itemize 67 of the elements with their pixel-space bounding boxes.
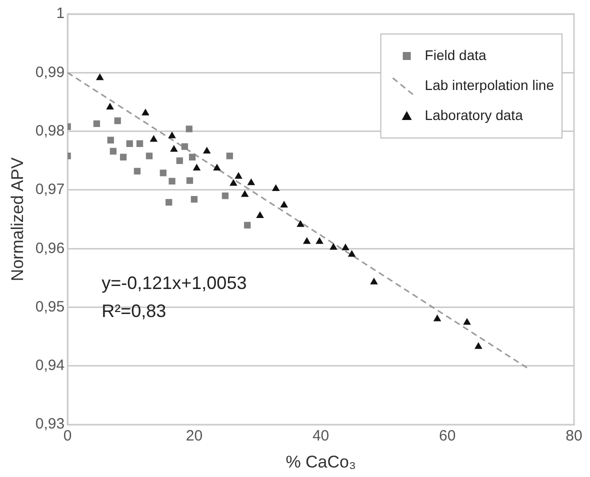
legend-label: Lab interpolation line bbox=[424, 76, 554, 93]
point bbox=[170, 146, 178, 152]
point bbox=[193, 164, 200, 171]
point bbox=[120, 154, 127, 160]
point bbox=[107, 136, 114, 144]
x-axis-title: % CaCo₃ bbox=[286, 452, 356, 472]
y-tick-label: 1 bbox=[56, 5, 65, 22]
point bbox=[150, 136, 158, 142]
x-tick-label: 0 bbox=[63, 428, 72, 445]
point bbox=[166, 198, 172, 206]
point bbox=[114, 117, 121, 124]
point bbox=[134, 168, 141, 175]
y-tick-label: 0,99 bbox=[35, 64, 65, 81]
x-tick-label: 60 bbox=[439, 428, 456, 445]
point bbox=[93, 120, 100, 128]
point bbox=[241, 190, 248, 197]
point bbox=[213, 164, 221, 171]
point bbox=[176, 157, 183, 164]
point bbox=[248, 178, 255, 186]
point bbox=[342, 244, 350, 250]
point bbox=[186, 126, 192, 132]
annotation: R²=0,83 bbox=[102, 301, 166, 322]
point bbox=[186, 177, 194, 184]
y-tick-label: 0,93 bbox=[35, 416, 65, 433]
point bbox=[230, 180, 237, 186]
y-tick-label: 0,97 bbox=[35, 181, 65, 198]
y-tick-label: 0,95 bbox=[35, 298, 65, 316]
point bbox=[106, 103, 114, 110]
point bbox=[370, 278, 378, 284]
legend-label: Field data bbox=[424, 46, 486, 63]
point bbox=[463, 318, 471, 325]
point bbox=[188, 154, 196, 160]
point bbox=[190, 196, 198, 203]
point bbox=[226, 152, 233, 160]
point bbox=[434, 315, 441, 322]
point bbox=[146, 152, 153, 160]
x-tick-label: 20 bbox=[186, 428, 203, 445]
point bbox=[316, 238, 324, 244]
annotation: y=-0,121x+1,0053 bbox=[102, 273, 247, 294]
y-axis-title: Normalized APV bbox=[8, 156, 27, 282]
point bbox=[222, 192, 229, 200]
point bbox=[244, 222, 251, 228]
point bbox=[168, 132, 176, 138]
point bbox=[168, 178, 176, 184]
point bbox=[126, 140, 133, 147]
point bbox=[234, 172, 242, 179]
point bbox=[474, 342, 482, 349]
point bbox=[280, 201, 288, 208]
x-tick-label: 40 bbox=[312, 428, 330, 445]
point bbox=[272, 184, 280, 192]
point bbox=[110, 148, 116, 155]
point bbox=[330, 243, 337, 250]
point bbox=[96, 74, 104, 80]
point bbox=[136, 140, 144, 147]
x-tick-label: 80 bbox=[566, 428, 582, 445]
point bbox=[181, 143, 188, 150]
point bbox=[256, 212, 264, 218]
point bbox=[297, 220, 304, 227]
point bbox=[203, 147, 210, 154]
y-tick-label: 0,96 bbox=[35, 240, 65, 257]
y-tick-label: 0,98 bbox=[35, 122, 65, 140]
point bbox=[348, 250, 356, 257]
point bbox=[303, 238, 310, 244]
legend-label: Laboratory data bbox=[424, 106, 524, 123]
point bbox=[142, 109, 149, 116]
y-tick-label: 0,94 bbox=[35, 357, 65, 374]
point bbox=[160, 170, 167, 176]
